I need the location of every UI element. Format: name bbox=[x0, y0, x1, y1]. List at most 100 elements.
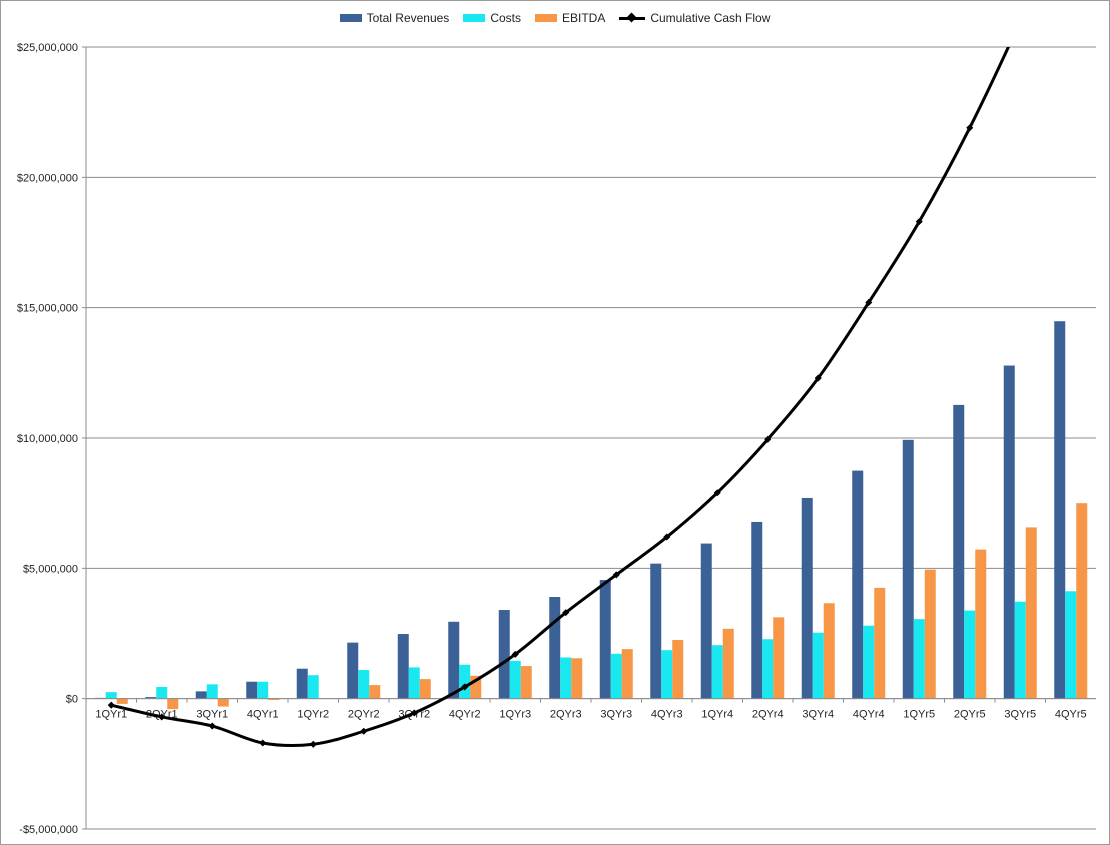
x-tick-label: 2QYr5 bbox=[954, 709, 986, 721]
bar-total-revenues bbox=[902, 439, 914, 699]
x-tick-label: 3QYr3 bbox=[600, 709, 632, 721]
bar-costs bbox=[257, 681, 269, 699]
bar-costs bbox=[964, 610, 976, 699]
x-tick-label: 3QYr1 bbox=[196, 709, 228, 721]
bar-ebitda bbox=[1076, 503, 1088, 699]
axis-layer: -$5,000,000 $0 $5,000,000 $10,000,000 $15,00… bbox=[17, 42, 1096, 836]
chart-legend: Total Revenues Costs EBITDA Cumulative C… bbox=[0, 11, 1110, 25]
legend-marker-cumulative-cash-flow bbox=[619, 13, 646, 23]
bar-costs bbox=[307, 675, 319, 699]
bar-ebitda bbox=[975, 549, 987, 699]
bar-total-revenues bbox=[549, 597, 561, 699]
legend-swatch-ebitda bbox=[535, 14, 557, 22]
bar-ebitda bbox=[722, 628, 734, 699]
x-tick-label: 3QYr4 bbox=[802, 709, 834, 721]
x-tick-label: 4QYr2 bbox=[449, 709, 481, 721]
bar-total-revenues bbox=[498, 610, 510, 699]
bar-ebitda bbox=[470, 675, 482, 699]
bar-costs bbox=[206, 684, 218, 699]
point-cumulative-cash-flow bbox=[259, 739, 267, 747]
point-cumulative-cash-flow bbox=[461, 683, 469, 691]
bar-costs bbox=[661, 650, 673, 699]
bars-layer bbox=[94, 321, 1088, 710]
y-tick-label: -$5,000,000 bbox=[19, 824, 78, 836]
bar-total-revenues bbox=[700, 543, 712, 699]
bar-ebitda bbox=[419, 679, 431, 699]
point-cumulative-cash-flow bbox=[663, 533, 671, 541]
bar-ebitda bbox=[217, 698, 229, 707]
bar-total-revenues bbox=[1054, 321, 1066, 699]
legend-label-cumulative-cash-flow: Cumulative Cash Flow bbox=[650, 11, 771, 25]
y-tick-label: $10,000,000 bbox=[17, 433, 78, 445]
legend-swatch-costs bbox=[463, 14, 486, 22]
bar-ebitda bbox=[924, 569, 936, 699]
bar-ebitda bbox=[621, 649, 633, 699]
bar-ebitda bbox=[520, 666, 532, 699]
bar-costs bbox=[156, 686, 168, 699]
legend-label-costs: Costs bbox=[490, 11, 521, 25]
point-cumulative-cash-flow bbox=[360, 727, 368, 735]
legend-item-ebitda: EBITDA bbox=[535, 11, 605, 25]
bar-ebitda bbox=[167, 698, 179, 710]
point-cumulative-cash-flow bbox=[966, 124, 974, 132]
bar-costs bbox=[1014, 601, 1026, 699]
point-cumulative-cash-flow bbox=[865, 298, 873, 306]
point-cumulative-cash-flow bbox=[511, 650, 519, 658]
x-tick-label: 1QYr4 bbox=[701, 709, 733, 721]
bar-costs bbox=[358, 669, 370, 699]
legend-item-cumulative-cash-flow: Cumulative Cash Flow bbox=[619, 11, 770, 25]
bar-costs bbox=[711, 645, 723, 699]
bar-ebitda bbox=[116, 698, 128, 704]
point-cumulative-cash-flow bbox=[612, 571, 620, 579]
bar-ebitda bbox=[1025, 527, 1037, 699]
line-cumulative-cash-flow bbox=[110, 47, 1011, 748]
bar-total-revenues bbox=[145, 697, 157, 699]
point-cumulative-cash-flow bbox=[814, 374, 822, 382]
point-cumulative-cash-flow bbox=[309, 740, 317, 748]
bar-ebitda bbox=[571, 658, 583, 699]
bar-costs bbox=[105, 692, 117, 699]
x-tick-label: 1QYr1 bbox=[95, 709, 127, 721]
line-layer bbox=[107, 47, 1011, 748]
point-cumulative-cash-flow bbox=[410, 709, 418, 717]
bar-costs bbox=[1065, 591, 1077, 699]
bar-costs bbox=[812, 632, 824, 699]
grid-layer bbox=[86, 46, 1096, 830]
bar-ebitda bbox=[268, 698, 280, 700]
bar-costs bbox=[863, 625, 875, 699]
point-cumulative-cash-flow bbox=[764, 435, 772, 443]
y-tick-label: $5,000,000 bbox=[23, 563, 78, 575]
bar-ebitda bbox=[369, 685, 381, 699]
bar-total-revenues bbox=[448, 621, 460, 699]
point-cumulative-cash-flow bbox=[713, 489, 721, 497]
bar-total-revenues bbox=[599, 580, 611, 699]
bar-costs bbox=[459, 664, 471, 699]
legend-item-costs: Costs bbox=[463, 11, 521, 25]
x-tick-label: 4QYr1 bbox=[247, 709, 279, 721]
bar-costs bbox=[913, 619, 925, 699]
point-cumulative-cash-flow bbox=[562, 609, 570, 617]
bar-total-revenues bbox=[953, 404, 965, 699]
bar-ebitda bbox=[874, 587, 886, 699]
x-tick-label: 1QYr2 bbox=[297, 709, 329, 721]
bar-total-revenues bbox=[397, 634, 409, 699]
bar-costs bbox=[560, 657, 572, 699]
bar-ebitda bbox=[823, 603, 835, 699]
bar-total-revenues bbox=[195, 691, 207, 699]
bar-total-revenues bbox=[650, 563, 662, 699]
bar-total-revenues bbox=[246, 681, 258, 699]
x-tick-label: 4QYr3 bbox=[651, 709, 683, 721]
y-tick-label: $25,000,000 bbox=[17, 42, 78, 54]
bar-total-revenues bbox=[347, 642, 359, 699]
x-tick-label: 2QYr4 bbox=[752, 709, 784, 721]
legend-label-ebitda: EBITDA bbox=[562, 11, 606, 25]
y-tick-label: $15,000,000 bbox=[17, 303, 78, 315]
x-tick-label: 3QYr5 bbox=[1004, 709, 1036, 721]
bar-total-revenues bbox=[801, 497, 813, 699]
bar-total-revenues bbox=[296, 668, 308, 699]
bar-costs bbox=[762, 639, 774, 699]
x-tick-label: 2QYr3 bbox=[550, 709, 582, 721]
bar-ebitda bbox=[773, 617, 785, 699]
x-tick-label: 2QYr2 bbox=[348, 709, 380, 721]
